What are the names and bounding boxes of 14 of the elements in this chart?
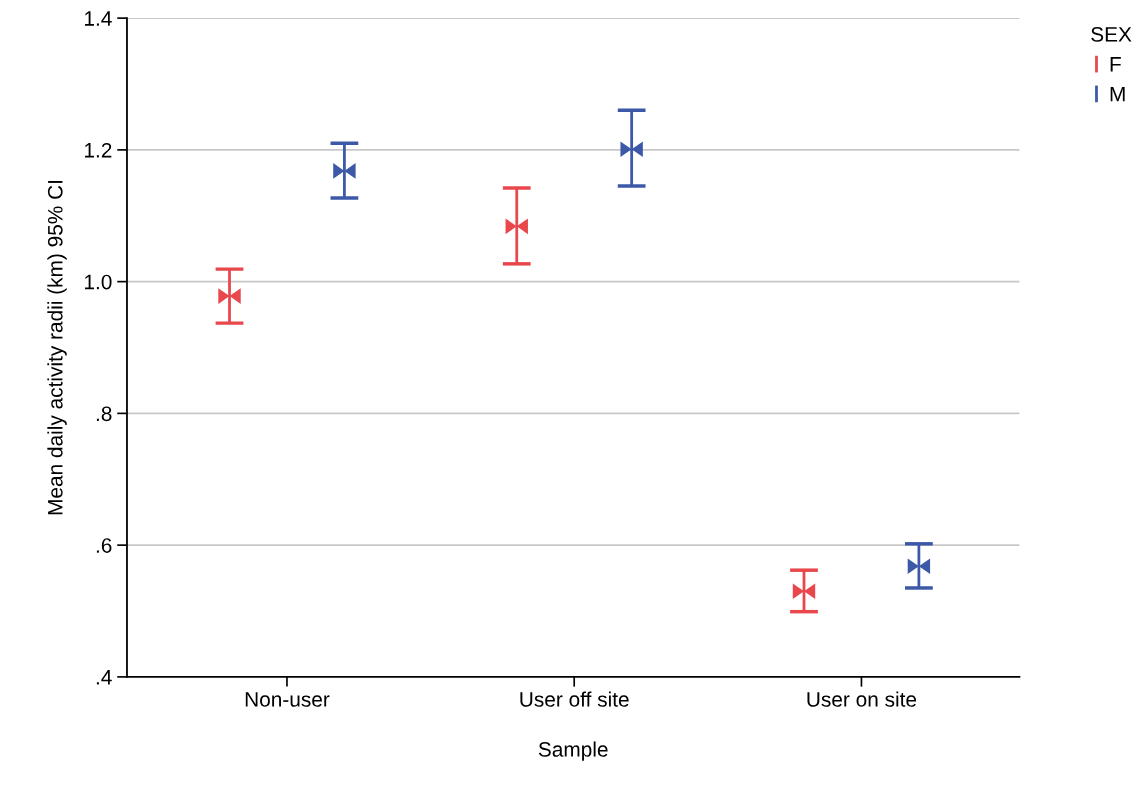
y-axis-title: Mean daily activity radii (km) 95% CI (47, 180, 67, 515)
x-tick-label: User off site (520, 691, 629, 707)
y-tick-label: .4 (96, 670, 112, 685)
legend-title: SEX (1091, 27, 1132, 42)
legend-label: M (1110, 86, 1125, 102)
y-tick-label: 1.2 (85, 142, 112, 158)
legend-label: F (1110, 57, 1121, 72)
y-tick-label: 1.0 (85, 274, 112, 290)
y-tick-label: 1.4 (85, 11, 112, 26)
y-tick-label: .8 (96, 406, 112, 422)
y-tick-label: .6 (96, 538, 112, 553)
x-tick-label: Non-user (245, 692, 330, 707)
x-tick-label: User on site (807, 691, 917, 707)
x-axis-title: Sample (538, 741, 608, 761)
